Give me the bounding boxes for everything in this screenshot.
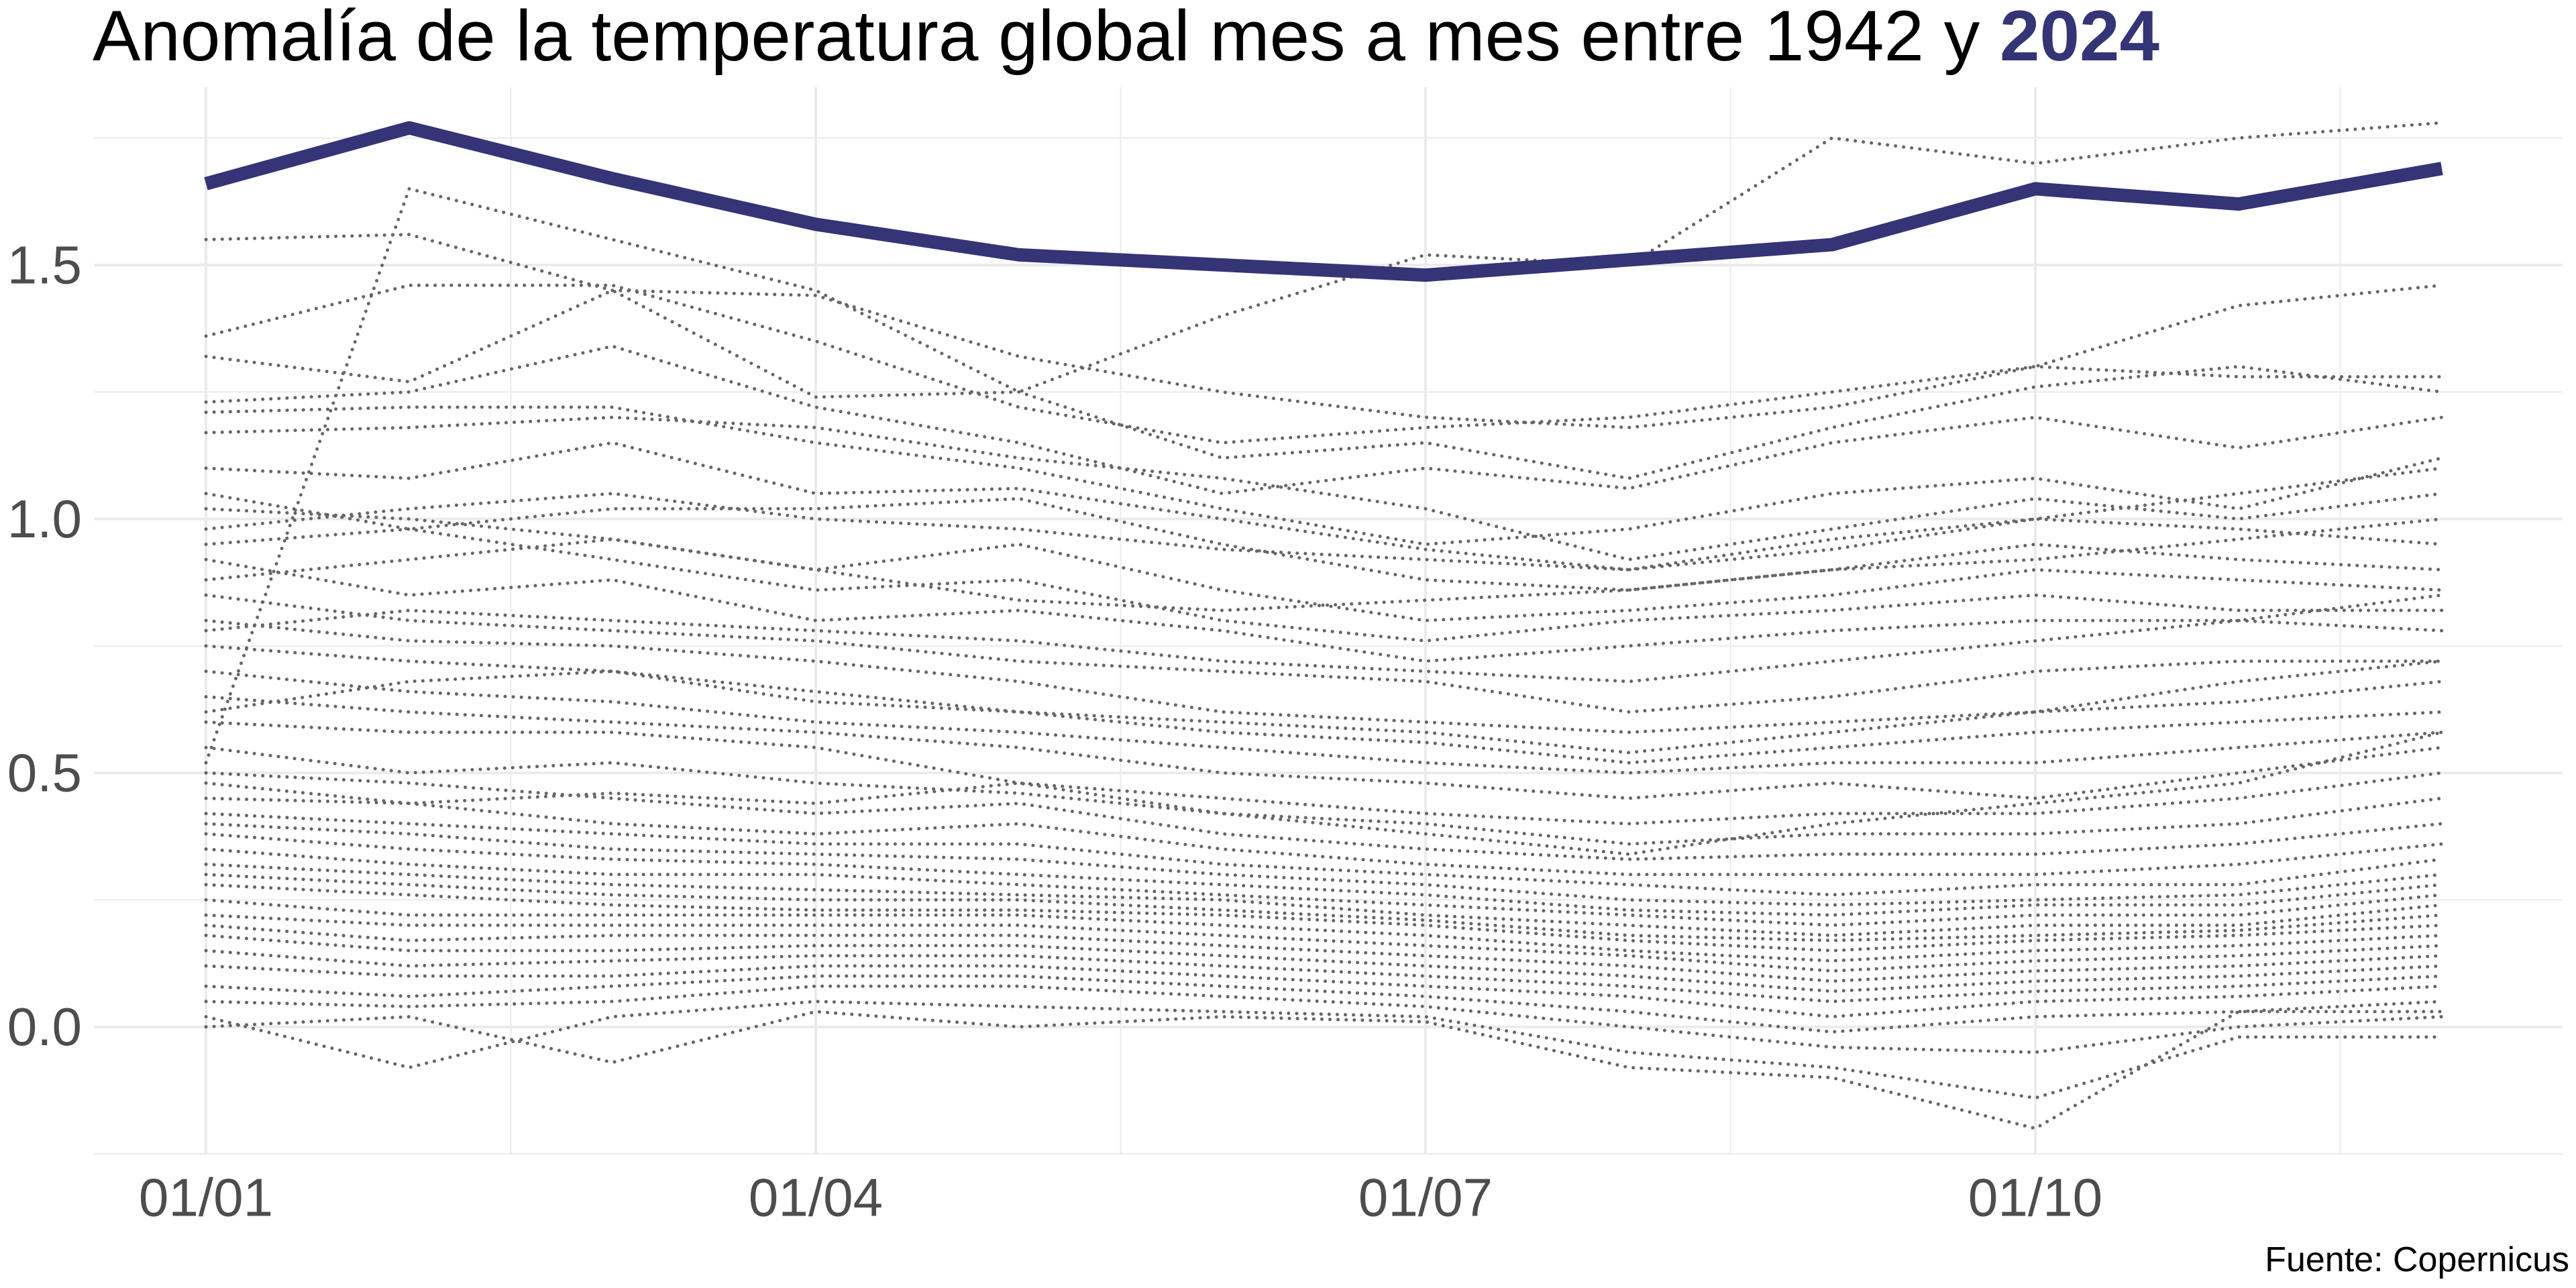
series-line-background [204, 832, 2444, 917]
series-line-background [204, 847, 2444, 927]
series-line-background [204, 441, 2444, 572]
series-line-background [204, 720, 2444, 826]
series-line-background [204, 949, 2444, 1004]
y-tick-label: 1.5 [7, 235, 82, 295]
series-line-background [204, 745, 2444, 846]
y-tick-label: 1.0 [7, 489, 82, 549]
y-tick-label: 0.0 [7, 997, 82, 1057]
series-line-background [204, 344, 2444, 496]
series-line-background [204, 898, 2444, 963]
series-line-background [204, 593, 2444, 684]
highlight-series-group [204, 121, 2443, 282]
x-tick-label: 01/01 [139, 1168, 273, 1228]
series-line-background [204, 883, 2444, 953]
series-line-background [204, 964, 2444, 1019]
x-tick-label: 01/07 [1358, 1168, 1493, 1228]
series-line-background [204, 288, 2444, 480]
series-line-background [204, 862, 2444, 937]
source-caption: Fuente: Copernicus [2265, 1240, 2569, 1279]
series-line-background [204, 1000, 2444, 1100]
y-tick-label: 0.5 [7, 743, 82, 803]
background-series-group [204, 121, 2444, 1130]
x-tick-label: 01/10 [1968, 1168, 2102, 1228]
x-axis-ticks: 01/01 01/04 01/07 01/10 [139, 1168, 2102, 1228]
series-line-background [204, 695, 2444, 800]
series-line-background [204, 644, 2444, 765]
grid-major-lines [94, 87, 2563, 1154]
series-line-2024 [204, 121, 2443, 282]
series-line-background [204, 873, 2444, 943]
x-tick-label: 01/04 [749, 1168, 883, 1228]
series-line-background [204, 415, 2444, 561]
series-line-background [204, 984, 2444, 1055]
series-line-background [204, 405, 2444, 546]
series-line-background [204, 923, 2444, 983]
series-line-background [204, 731, 2444, 856]
series-line-background [204, 593, 2444, 714]
series-line-background [204, 974, 2444, 1034]
series-line-background [204, 771, 2444, 861]
chart-title: Anomalía de la temperatura global mes a … [93, 0, 2159, 72]
y-axis-ticks: 0.0 0.5 1.0 1.5 [7, 235, 82, 1057]
series-line-background [204, 1010, 2444, 1130]
series-line-background [204, 527, 2444, 643]
series-line-background [204, 557, 2444, 663]
series-line-background [204, 619, 2444, 735]
series-line-background [204, 517, 2444, 612]
series-line-background [204, 283, 2444, 445]
series-line-background [204, 669, 2444, 775]
series-line-background [204, 466, 2444, 572]
chart-title-highlight-year: 2024 [2000, 0, 2160, 76]
chart-title-prefix: Anomalía de la temperatura global mes a … [93, 0, 2000, 76]
series-line-background [204, 492, 2444, 592]
series-line-background [204, 506, 2444, 623]
series-line-background [204, 933, 2444, 994]
series-line-background [204, 796, 2444, 877]
series-line-background [204, 233, 2444, 429]
series-line-background [204, 822, 2444, 907]
series-line-background [204, 913, 2444, 973]
series-line-background [204, 812, 2444, 897]
series-line-background [204, 659, 2444, 755]
